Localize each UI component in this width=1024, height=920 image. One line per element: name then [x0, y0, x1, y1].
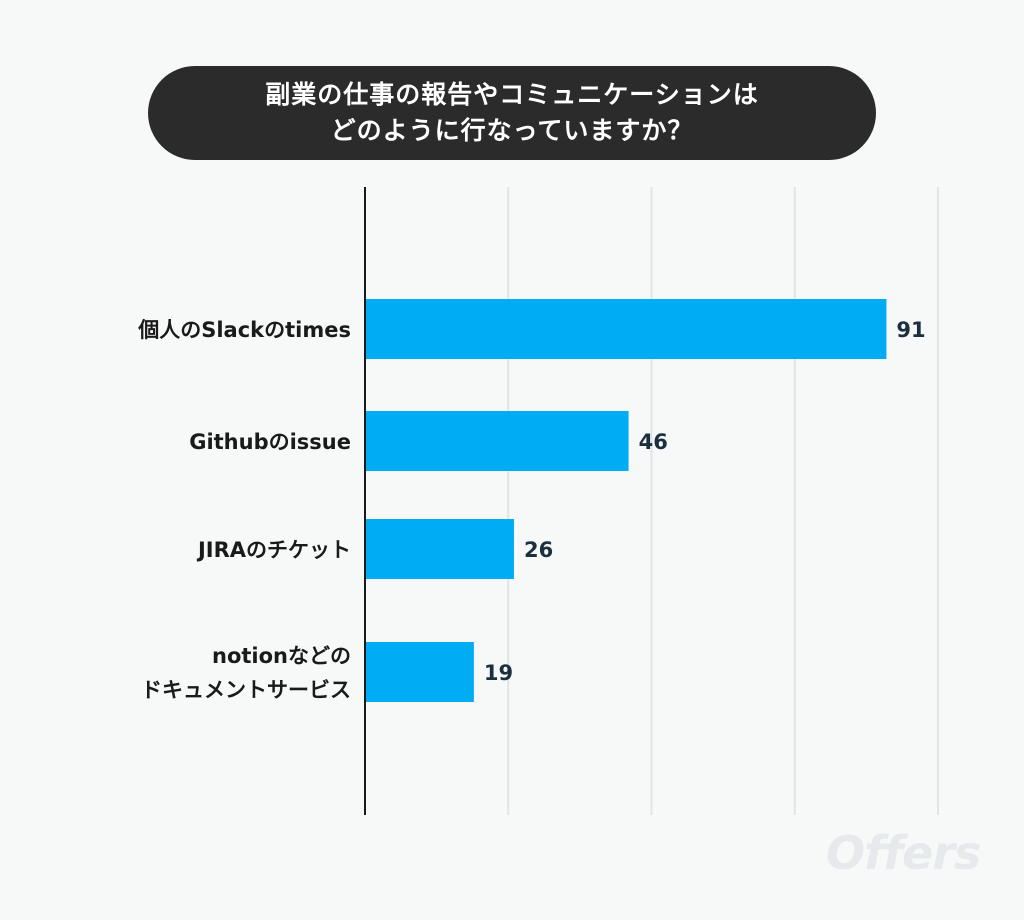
category-label: 個人のSlackのtimes	[137, 318, 351, 342]
bars	[365, 299, 887, 702]
labels: 91 個人のSlackのtimes 46 Githubのissue 26 JIRAのチケッ…	[137, 318, 925, 702]
chart-title-line-1: 副業の仕事の報告やコミュニケーションは	[265, 80, 759, 109]
value-label: 19	[484, 661, 513, 685]
bar	[365, 519, 514, 579]
value-label: 46	[639, 430, 668, 454]
offers-watermark-logo: Offers	[826, 826, 981, 880]
category-label: notionなどの	[212, 644, 351, 668]
chart-title-line-2: どのように行なっていますか？	[330, 116, 694, 145]
category-label: ドキュメントサービス	[141, 678, 351, 702]
chart-title: 副業の仕事の報告やコミュニケーションは どのように行なっていますか？	[148, 66, 876, 160]
category-label: Githubのissue	[189, 430, 351, 454]
category-label: JIRAのチケット	[196, 538, 351, 562]
value-label: 91	[896, 318, 925, 342]
bar	[365, 299, 887, 359]
bar	[365, 411, 629, 471]
bar	[365, 642, 474, 702]
value-label: 26	[524, 538, 553, 562]
gridlines	[507, 187, 939, 815]
